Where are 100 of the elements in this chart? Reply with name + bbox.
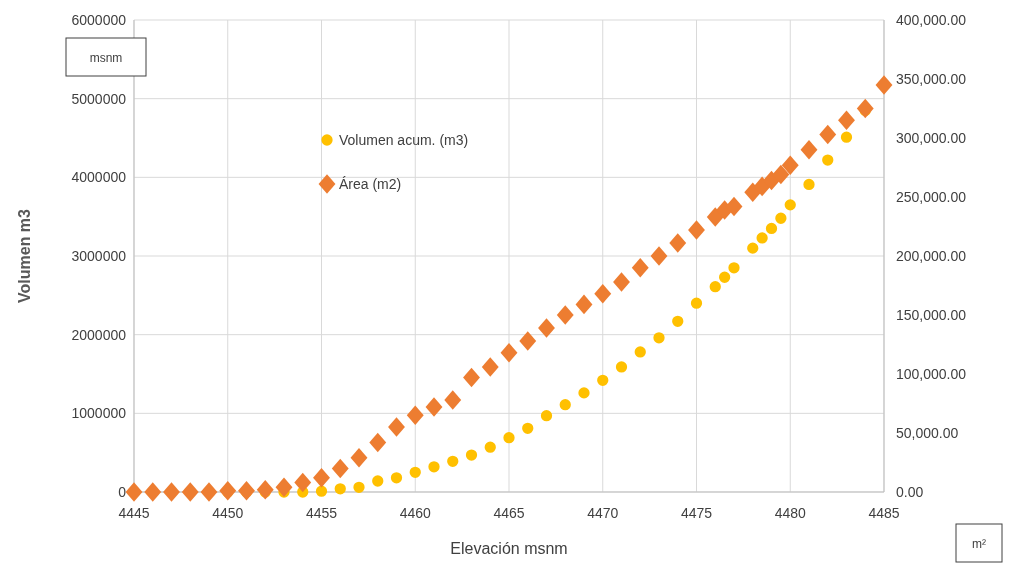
x-tick-label: 4480	[774, 505, 807, 521]
point	[559, 399, 571, 411]
point	[350, 448, 368, 468]
y-tick-label: 6000000	[71, 12, 127, 28]
point	[522, 422, 534, 434]
y2-tick-label: 0.00	[896, 484, 924, 500]
point	[615, 361, 628, 373]
point	[690, 297, 703, 309]
point	[353, 481, 365, 493]
point	[313, 468, 330, 488]
point	[718, 271, 731, 283]
point	[406, 405, 424, 426]
point	[613, 272, 630, 292]
y2-tick-label: 200,000.00	[896, 248, 967, 264]
y-tick-label: 4000000	[71, 169, 127, 186]
legend-label: Volumen acum. (m3)	[339, 132, 469, 148]
legend-label: Área (m2)	[339, 176, 402, 192]
point	[631, 258, 649, 278]
point	[784, 199, 796, 211]
y2-tick-label: 50,000.00	[896, 425, 959, 441]
point	[200, 482, 218, 502]
point	[650, 246, 668, 266]
point	[672, 315, 684, 327]
point	[575, 294, 593, 315]
y2-tick-label: 100,000.00	[896, 366, 967, 382]
point	[334, 483, 346, 495]
point	[706, 207, 724, 227]
point	[481, 357, 499, 377]
point	[484, 441, 496, 453]
point	[709, 281, 721, 293]
point	[409, 466, 421, 478]
point	[653, 332, 665, 344]
point	[747, 242, 759, 254]
point	[331, 458, 349, 479]
x-axis-title: Elevación msnm	[450, 540, 568, 557]
point	[540, 410, 553, 422]
point	[538, 318, 555, 338]
point	[765, 222, 778, 235]
point	[447, 455, 459, 467]
point	[875, 75, 893, 95]
y-tick-label: 5000000	[71, 90, 127, 107]
point	[294, 472, 312, 493]
point	[181, 482, 199, 502]
point	[781, 155, 799, 175]
point	[372, 475, 384, 487]
point	[688, 220, 705, 240]
point	[503, 432, 515, 444]
point	[772, 164, 790, 185]
point	[256, 479, 274, 500]
x-tick-label: 4485	[868, 505, 900, 521]
point	[819, 124, 837, 145]
point	[803, 178, 815, 191]
point	[519, 331, 537, 351]
y-tick-label: 2000000	[71, 326, 127, 343]
x-tick-label: 4465	[493, 505, 525, 521]
point	[390, 472, 403, 484]
point	[756, 232, 768, 244]
point	[163, 482, 180, 502]
point	[219, 481, 237, 501]
point	[840, 131, 853, 143]
point	[578, 387, 590, 399]
point	[238, 481, 255, 501]
y2-tick-label: 150,000.00	[896, 307, 967, 323]
point	[856, 98, 874, 119]
x-tick-label: 4460	[399, 505, 432, 521]
x-tick-label: 4475	[680, 505, 713, 521]
text-box: msnm	[65, 37, 147, 77]
point	[425, 397, 443, 417]
point	[556, 305, 574, 325]
point	[838, 110, 855, 131]
point	[822, 154, 834, 166]
point	[463, 367, 480, 388]
point	[315, 485, 328, 497]
y2-tick-label: 250,000.00	[896, 189, 967, 205]
x-tick-label: 4470	[587, 505, 619, 521]
point	[144, 482, 162, 502]
x-tick-label: 4455	[305, 505, 338, 521]
y2-tick-label: 300,000.00	[896, 130, 967, 146]
y-tick-label: 3000000	[71, 248, 127, 264]
point	[775, 212, 787, 224]
y2-tick-label: 350,000.00	[896, 71, 967, 87]
point	[725, 196, 743, 217]
point	[594, 284, 612, 304]
y2-tick-label: 400,000.00	[896, 12, 967, 28]
text-box: m²	[955, 523, 1003, 563]
point	[634, 346, 646, 358]
y-tick-label: 1000000	[71, 405, 127, 422]
point	[125, 482, 143, 502]
point	[728, 262, 740, 274]
point	[428, 461, 440, 473]
point	[669, 233, 687, 253]
point	[800, 140, 818, 160]
point	[388, 417, 405, 437]
x-tick-label: 4450	[212, 505, 244, 521]
y-tick-label: 0	[118, 484, 127, 500]
point	[275, 477, 293, 498]
point	[369, 432, 387, 453]
point	[597, 374, 609, 386]
x-tick-label: 4445	[118, 505, 150, 521]
point	[444, 390, 462, 410]
